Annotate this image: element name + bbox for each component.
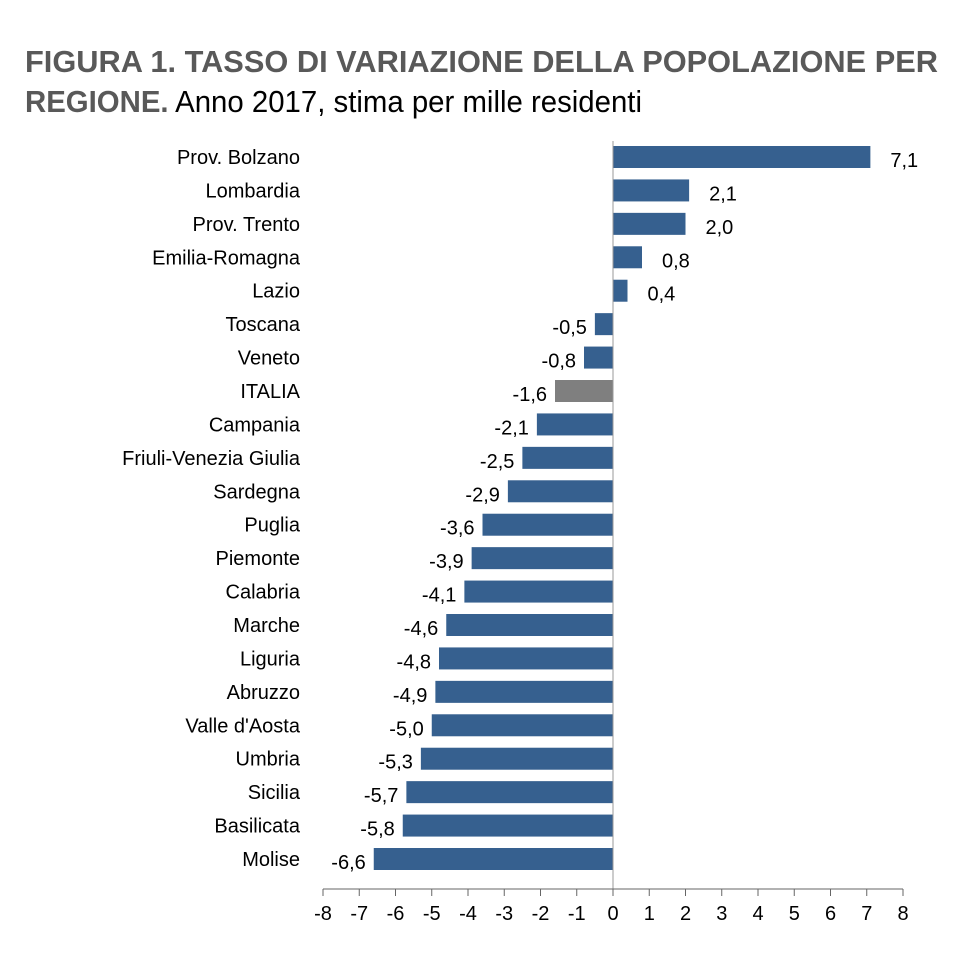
data-label: 7,1 — [890, 150, 918, 172]
data-label: -1,6 — [513, 384, 547, 406]
bar — [439, 647, 613, 670]
bar — [613, 146, 871, 168]
bar — [431, 714, 613, 737]
x-tick-label: -4 — [459, 903, 477, 925]
category-label: Lombardia — [205, 180, 300, 202]
bar — [446, 614, 613, 636]
category-label: Calabria — [226, 582, 301, 604]
data-label: -3,6 — [440, 518, 474, 540]
bar — [522, 446, 613, 469]
category-label: Friuli-Venezia Giulia — [122, 448, 301, 470]
category-label: Abruzzo — [227, 682, 300, 704]
data-label: -3,9 — [429, 551, 463, 573]
bar — [536, 413, 613, 436]
category-label: Prov. Bolzano — [177, 147, 300, 169]
x-tick-label: 8 — [897, 903, 908, 925]
data-label: 2,1 — [709, 183, 737, 205]
bar — [555, 380, 613, 402]
bar — [406, 781, 613, 804]
category-label: Toscana — [226, 314, 301, 336]
category-label: Piemonte — [216, 548, 301, 570]
bar — [584, 346, 613, 369]
x-tick-label: -2 — [532, 903, 550, 925]
data-label: -0,8 — [542, 351, 576, 373]
x-tick-label: -6 — [387, 903, 405, 925]
x-tick-label: -3 — [495, 903, 513, 925]
bar — [373, 848, 613, 870]
category-label: Sicilia — [248, 782, 301, 804]
bar — [613, 246, 642, 269]
data-label: -6,6 — [331, 852, 365, 874]
bar — [420, 747, 613, 770]
data-label: 0,4 — [648, 284, 676, 306]
category-label: Liguria — [240, 648, 301, 670]
category-label: Molise — [242, 849, 300, 871]
data-label: -0,5 — [552, 317, 586, 339]
category-label: Umbria — [236, 749, 301, 771]
category-label: Lazio — [252, 281, 300, 303]
category-label: Campania — [209, 414, 301, 436]
chart-subtitle: Anno 2017, stima per mille residenti — [175, 84, 642, 119]
bar — [594, 313, 613, 336]
bar — [402, 814, 613, 837]
data-label: 2,0 — [706, 217, 734, 239]
data-label: -4,6 — [404, 618, 438, 640]
x-tick-label: 3 — [716, 903, 727, 925]
category-label: Marche — [233, 615, 300, 637]
bar — [471, 547, 613, 570]
bar — [482, 513, 613, 536]
data-label: -2,9 — [465, 484, 499, 506]
bar — [507, 480, 613, 503]
bar — [613, 279, 628, 302]
x-tick-label: -1 — [568, 903, 586, 925]
data-label: -4,1 — [422, 585, 456, 607]
data-label: -2,1 — [494, 417, 528, 439]
data-label: -4,8 — [397, 651, 431, 673]
x-tick-label: -5 — [423, 903, 441, 925]
chart-title-region: REGIONE. — [25, 84, 169, 119]
category-label: ITALIA — [240, 381, 300, 403]
x-tick-label: 5 — [789, 903, 800, 925]
x-tick-label: -8 — [314, 903, 332, 925]
x-tick-label: 2 — [680, 903, 691, 925]
x-tick-label: -7 — [350, 903, 368, 925]
x-tick-label: 7 — [861, 903, 872, 925]
data-label: -4,9 — [393, 685, 427, 707]
bar — [613, 179, 690, 202]
data-label: -5,3 — [378, 752, 412, 774]
bar — [435, 680, 613, 703]
category-label: Sardegna — [213, 481, 301, 503]
x-tick-label: 6 — [825, 903, 836, 925]
chart-title: FIGURA 1. TASSO DI VARIAZIONE DELLA POPO… — [25, 44, 938, 79]
chart-title-line2: REGIONE. Anno 2017, stima per mille resi… — [25, 84, 642, 119]
category-label: Puglia — [244, 515, 300, 537]
data-label: -5,8 — [360, 819, 394, 841]
data-label: 0,8 — [662, 250, 690, 272]
data-label: -5,7 — [364, 785, 398, 807]
data-label: -5,0 — [389, 718, 423, 740]
x-tick-label: 4 — [752, 903, 763, 925]
x-tick-label: 0 — [607, 903, 618, 925]
category-label: Basilicata — [214, 816, 300, 838]
data-label: -2,5 — [480, 451, 514, 473]
category-label: Emilia-Romagna — [152, 247, 301, 269]
bar — [613, 212, 686, 235]
category-label: Valle d'Aosta — [185, 715, 301, 737]
category-label: Veneto — [238, 348, 300, 370]
x-tick-label: 1 — [644, 903, 655, 925]
category-label: Prov. Trento — [193, 214, 300, 236]
bar — [464, 580, 613, 603]
